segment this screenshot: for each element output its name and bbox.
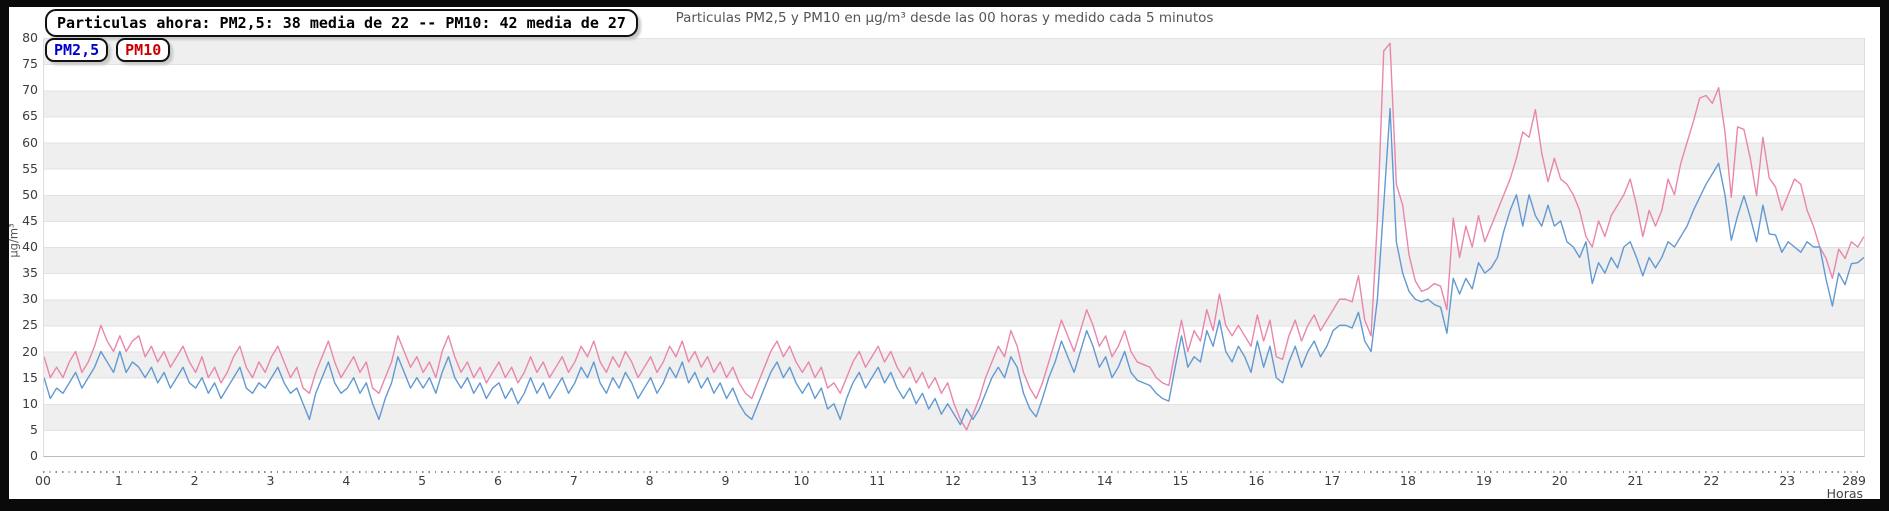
- y-axis-tick-label: 35: [22, 265, 38, 281]
- series-line-pm10: [44, 42, 1864, 431]
- x-axis-tick-label: 10: [793, 473, 810, 488]
- y-axis-tick-label: 55: [22, 160, 38, 176]
- x-axis-tick-label: 289: [1842, 473, 1866, 488]
- y-axis-tick-label: 60: [22, 134, 38, 150]
- x-axis-unit-label: Horas: [1826, 486, 1863, 501]
- y-axis-tick-label: 25: [22, 317, 38, 333]
- x-axis-tick-label: 00: [35, 473, 51, 488]
- y-axis-unit-label: µg/m³: [6, 223, 21, 258]
- x-axis-tick-label: 9: [721, 473, 730, 488]
- x-axis-tick-label: 2: [190, 473, 199, 488]
- y-axis-tick-label: 5: [30, 421, 38, 437]
- x-axis-tick-label: 3: [266, 473, 275, 488]
- chart-title: Particulas PM2,5 y PM10 en µg/m³ desde l…: [675, 10, 1214, 26]
- y-axis-tick-label: 65: [22, 108, 38, 124]
- y-axis-tick-label: 0: [30, 448, 38, 463]
- legend-button-pm10[interactable]: PM10: [116, 38, 171, 62]
- y-axis-tick-label: 70: [22, 82, 38, 98]
- x-axis-tick-label: 12: [945, 473, 961, 488]
- y-axis-tick-label: 80: [22, 30, 38, 45]
- series-line-pm25: [44, 107, 1864, 426]
- legend: PM2,5 PM10: [45, 38, 171, 62]
- x-axis-tick-label: 15: [1172, 473, 1189, 488]
- x-axis-tick-label: 5: [418, 473, 427, 488]
- y-axis-tick-label: 20: [22, 343, 38, 359]
- x-axis-minor-ticks: [43, 471, 1863, 473]
- x-axis-tick-label: 17: [1324, 473, 1341, 488]
- x-axis-tick-label: 16: [1248, 473, 1265, 488]
- x-axis-tick-label: 4: [342, 473, 351, 488]
- y-axis-tick-label: 10: [22, 395, 38, 411]
- current-values-box: Particulas ahora: PM2,5: 38 media de 22 …: [45, 9, 638, 37]
- y-axis-tick-label: 15: [22, 369, 38, 385]
- x-axis-tick-label: 6: [494, 473, 502, 488]
- y-axis-tick-label: 75: [22, 56, 38, 72]
- plot-area: [43, 38, 1865, 457]
- x-axis-tick-label: 23: [1779, 473, 1796, 488]
- legend-button-pm25[interactable]: PM2,5: [45, 38, 109, 62]
- y-axis-tick-label: 30: [22, 291, 38, 307]
- x-axis-tick-label: 1: [114, 473, 123, 488]
- y-axis-tick-label: 50: [22, 186, 38, 202]
- x-axis-tick-label: 20: [1551, 473, 1568, 488]
- y-axis-tick-label: 45: [22, 212, 38, 228]
- x-axis-tick-label: 7: [569, 473, 578, 488]
- x-axis-tick-label: 13: [1020, 473, 1037, 488]
- x-axis-tick-label: 11: [869, 473, 886, 488]
- x-axis-tick-label: 22: [1703, 473, 1720, 488]
- x-axis-tick-label: 14: [1096, 473, 1113, 488]
- x-axis-tick-label: 21: [1627, 473, 1644, 488]
- x-axis-tick-label: 8: [645, 473, 654, 488]
- x-axis-tick-label: 18: [1400, 473, 1416, 488]
- y-axis-tick-label: 40: [22, 239, 38, 254]
- x-axis-tick-label: 19: [1475, 473, 1492, 488]
- chart-panel: Particulas ahora: PM2,5: 38 media de 22 …: [6, 7, 1880, 501]
- series-lines: [44, 42, 1864, 431]
